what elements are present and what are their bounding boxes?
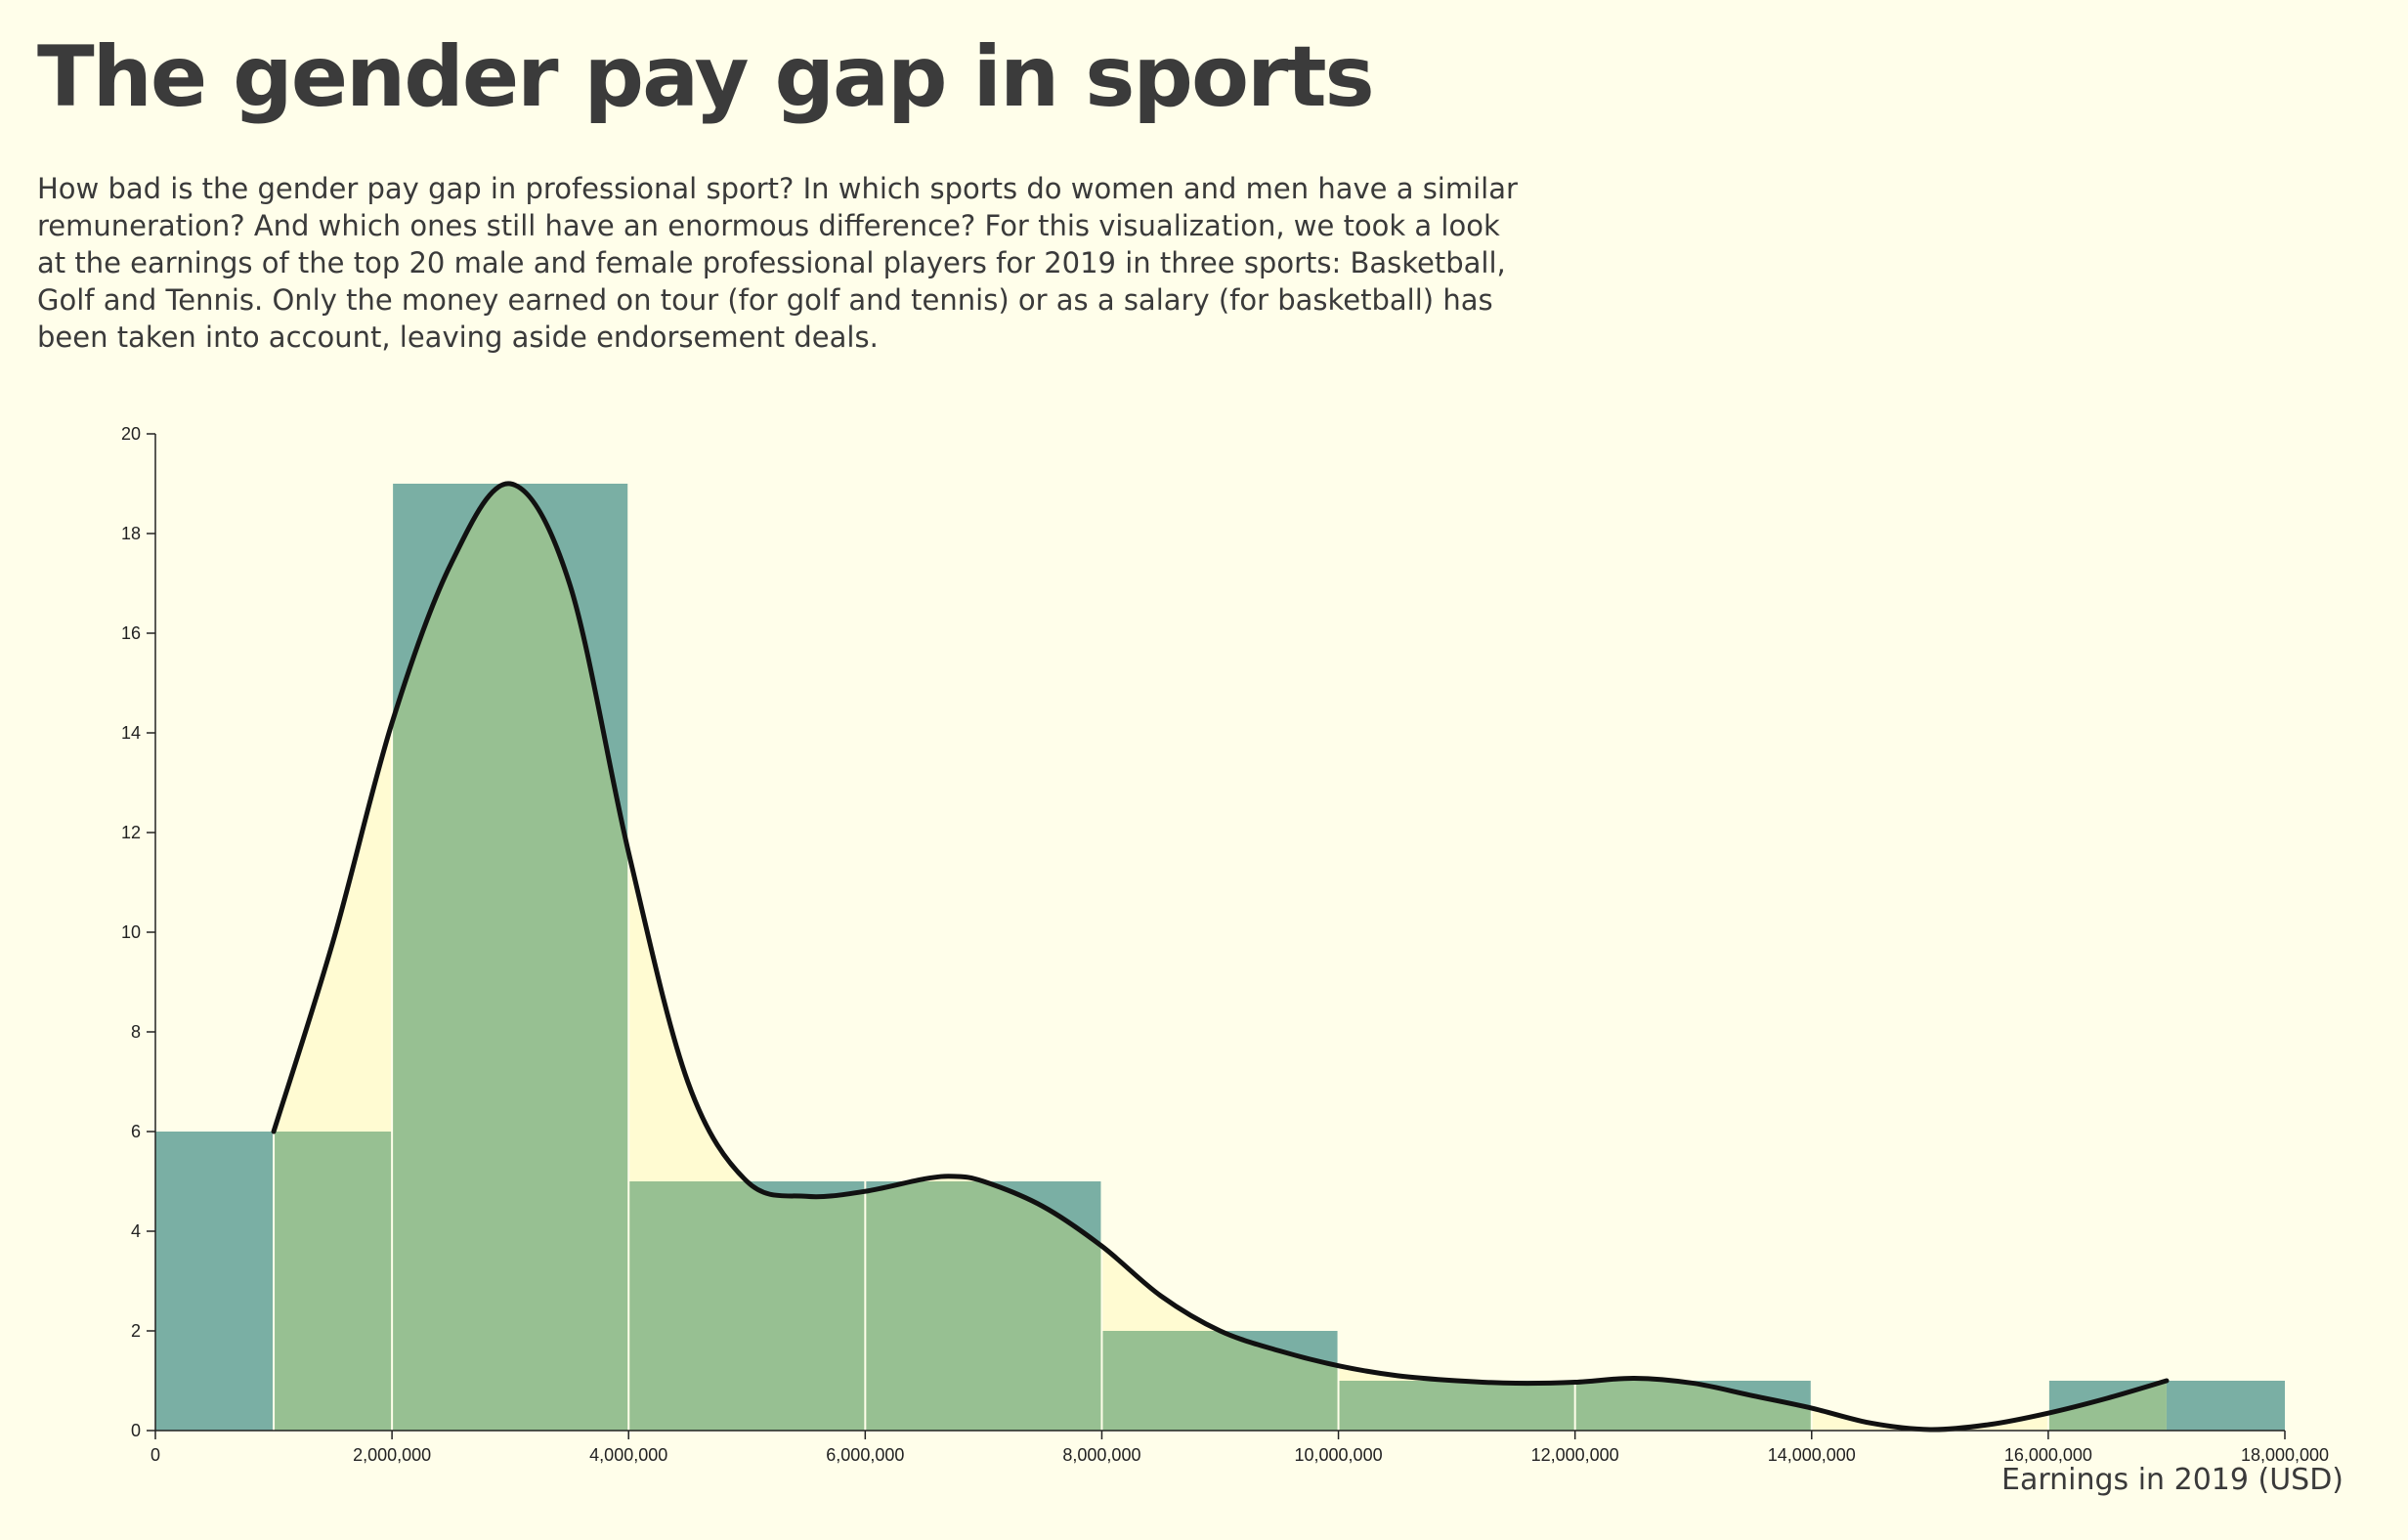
x-tick-label: 10,000,000 <box>1295 1445 1383 1465</box>
histogram-bar-overlap <box>628 1181 866 1431</box>
y-tick-label: 10 <box>121 922 141 942</box>
intro-text: How bad is the gender pay gap in profess… <box>37 172 1518 354</box>
x-tick-label: 2,000,000 <box>353 1445 431 1465</box>
histogram-bar-overlap <box>274 1132 393 1431</box>
y-tick-label: 4 <box>131 1221 141 1241</box>
x-tick-label: 6,000,000 <box>826 1445 904 1465</box>
y-tick-label: 14 <box>121 723 141 743</box>
y-tick-label: 20 <box>121 424 141 444</box>
bin-dividers <box>273 484 2049 1431</box>
histogram-bar-overlap <box>1338 1381 1575 1431</box>
x-tick-label: 16,000,000 <box>2004 1445 2092 1465</box>
y-tick-label: 12 <box>121 823 141 842</box>
histogram-overlap <box>274 484 2167 1431</box>
x-tick-label: 14,000,000 <box>1768 1445 1856 1465</box>
x-tick-label: 18,000,000 <box>2241 1445 2329 1465</box>
y-tick-label: 6 <box>131 1122 141 1141</box>
chart-axes: 0 2 4 6 8 10 12 14 16 18 20 0 2,000,000 4,000,000 6,00… <box>121 424 2329 1465</box>
x-axis-title: Earnings in 2019 (USD) <box>2001 1463 2344 1497</box>
density-curve <box>271 481 2170 1433</box>
y-tick-label: 0 <box>131 1421 141 1440</box>
y-tick-label: 2 <box>131 1321 141 1341</box>
x-tick-label: 4,000,000 <box>589 1445 667 1465</box>
x-tick-label: 0 <box>150 1445 160 1465</box>
y-tick-label: 8 <box>131 1022 141 1042</box>
page-title: The gender pay gap in sports <box>37 28 1375 126</box>
x-tick-label: 12,000,000 <box>1531 1445 1619 1465</box>
histogram-bar-overlap <box>865 1181 1102 1431</box>
x-tick-label: 8,000,000 <box>1062 1445 1140 1465</box>
y-tick-label: 16 <box>121 623 141 643</box>
y-tick-label: 18 <box>121 524 141 543</box>
